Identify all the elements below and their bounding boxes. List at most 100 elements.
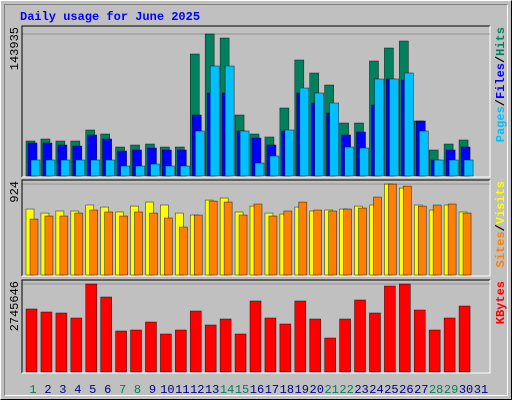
bar xyxy=(253,203,263,276)
bar xyxy=(85,283,98,373)
bar xyxy=(324,337,336,373)
bar xyxy=(359,147,369,177)
bar xyxy=(219,318,232,373)
bar xyxy=(145,321,157,373)
x-tick-label: 13 xyxy=(205,383,219,397)
bar xyxy=(29,218,39,276)
x-tick-label: 29 xyxy=(444,383,458,397)
bar xyxy=(313,209,323,276)
bar xyxy=(164,217,173,276)
chart-title: Daily usage for June 2025 xyxy=(20,10,200,24)
bar xyxy=(343,208,352,276)
bar xyxy=(339,318,351,373)
y-tick-label: 143935 xyxy=(8,27,22,70)
bar xyxy=(160,333,172,373)
bar xyxy=(254,162,265,177)
bar xyxy=(193,214,203,276)
x-tick-label: 11 xyxy=(175,383,189,397)
bar xyxy=(223,201,233,276)
bar xyxy=(284,129,295,177)
bar xyxy=(344,146,354,177)
legend-entry: Sites xyxy=(494,231,508,267)
bar xyxy=(100,296,112,373)
legend-entry: Pages xyxy=(494,106,508,142)
y-tick-label: 924 xyxy=(8,181,22,203)
bar xyxy=(180,165,190,177)
panel-edge-light xyxy=(22,26,491,178)
x-tick-label: 20 xyxy=(310,383,324,397)
bar xyxy=(268,215,278,276)
bar xyxy=(299,87,310,177)
bar xyxy=(373,196,382,276)
bar xyxy=(130,329,142,373)
bar xyxy=(165,165,175,177)
bar xyxy=(328,210,337,276)
bar xyxy=(428,329,441,373)
bar xyxy=(294,300,307,373)
bar xyxy=(75,159,86,177)
bar xyxy=(135,165,145,177)
frame-inner-dark xyxy=(4,4,508,396)
legend-separator: / xyxy=(494,99,508,106)
bar xyxy=(389,78,399,177)
x-tick-label: 31 xyxy=(474,383,488,397)
x-tick-label: 24 xyxy=(369,383,383,397)
x-tick-label: 19 xyxy=(295,383,309,397)
bar xyxy=(369,312,381,373)
bar xyxy=(60,159,71,177)
bar xyxy=(269,155,280,177)
panel-edge-dark xyxy=(21,179,490,276)
bar xyxy=(104,211,113,276)
bar xyxy=(55,312,68,373)
bar xyxy=(354,299,366,373)
legend-entry: KBytes xyxy=(494,281,508,324)
bar xyxy=(238,214,248,276)
bar xyxy=(74,212,84,276)
bar xyxy=(105,159,115,177)
bar xyxy=(309,318,322,373)
bar xyxy=(417,205,427,276)
x-tick-label: 14 xyxy=(220,383,234,397)
bar xyxy=(30,159,41,177)
legend: Pages/Files/Hits xyxy=(494,27,508,142)
bar xyxy=(44,215,54,276)
x-tick-label: 22 xyxy=(339,383,353,397)
x-tick-label: 26 xyxy=(399,383,413,397)
bar xyxy=(89,209,99,276)
bar xyxy=(462,212,472,276)
bar xyxy=(463,159,474,177)
bar xyxy=(443,317,456,373)
bar xyxy=(70,317,83,373)
x-tick-label: 3 xyxy=(59,383,66,397)
bar xyxy=(59,215,69,276)
bar xyxy=(384,285,396,373)
bar xyxy=(413,309,426,373)
bar xyxy=(388,183,397,276)
bar xyxy=(40,311,53,373)
x-tick-label: 25 xyxy=(384,383,398,397)
legend-entry: Files xyxy=(494,63,508,99)
x-tick-label: 15 xyxy=(235,383,249,397)
bar xyxy=(298,201,308,276)
panel-edge-dark xyxy=(21,279,490,373)
x-tick-label: 12 xyxy=(190,383,204,397)
bar xyxy=(179,226,188,276)
bar xyxy=(358,207,367,276)
bar xyxy=(404,72,414,177)
bar xyxy=(279,323,292,373)
x-tick-label: 5 xyxy=(89,383,96,397)
bar xyxy=(189,310,202,373)
bar xyxy=(458,305,471,373)
bar xyxy=(150,163,160,177)
bar xyxy=(204,324,217,373)
x-tick-label: 10 xyxy=(160,383,174,397)
bar xyxy=(399,283,411,373)
bar xyxy=(90,159,101,177)
bar xyxy=(149,212,158,276)
legend-entry: Visits xyxy=(494,181,508,224)
x-tick-label: 9 xyxy=(149,383,156,397)
bar xyxy=(234,333,247,373)
bar xyxy=(432,204,442,276)
